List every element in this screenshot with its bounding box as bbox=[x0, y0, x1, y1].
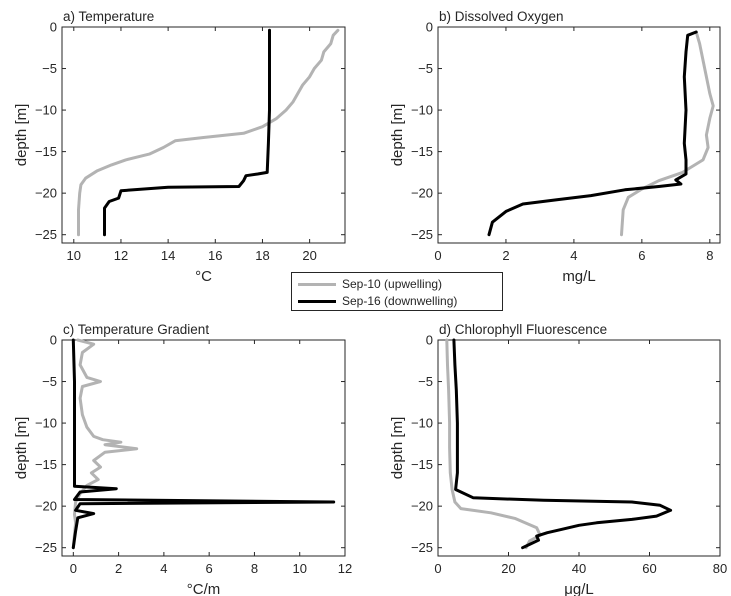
panel-3-x-tick-label: 0 bbox=[70, 561, 77, 576]
panel-3-y-tick-label: 0 bbox=[50, 333, 57, 348]
panel-4-y-tick-label: 0 bbox=[426, 333, 433, 348]
panel-1-y-tick-label: −15 bbox=[35, 144, 57, 159]
panel-1-axes-frame bbox=[61, 26, 346, 244]
panel-4-y-tick-label: −25 bbox=[411, 540, 433, 555]
panel-2-x-tick-label: 8 bbox=[706, 248, 713, 263]
panel-3-series-sep-16-downwelling bbox=[71, 338, 336, 550]
panel-4-axes-frame bbox=[437, 339, 721, 557]
panel-3-y-tick-label: −10 bbox=[35, 416, 57, 431]
legend-item-sep-10: Sep-10 (upwelling) bbox=[298, 276, 442, 292]
panel-4-series-sep-16-downwelling bbox=[452, 338, 673, 550]
panel-1-x-tick-label: 20 bbox=[302, 248, 316, 263]
legend: Sep-10 (upwelling) Sep-16 (downwelling) bbox=[291, 272, 503, 311]
panel-1-series-sep-10-upwelling bbox=[77, 28, 340, 237]
panel-1-y-tick-label: −20 bbox=[35, 186, 57, 201]
panel-1-title: a) Temperature bbox=[63, 9, 154, 24]
panel-4-y-tick-label: −15 bbox=[411, 457, 433, 472]
panel-2-y-tick-label: 0 bbox=[426, 20, 433, 35]
panel-2-y-tick-label: −20 bbox=[411, 186, 433, 201]
panel-1-y-tick-label: −5 bbox=[42, 61, 57, 76]
panel-4-y-tick-label: −20 bbox=[411, 499, 433, 514]
panel-2-title: b) Dissolved Oxygen bbox=[439, 9, 564, 24]
panel-3-y-tick-label: −25 bbox=[35, 540, 57, 555]
legend-swatch-sep-16 bbox=[298, 299, 336, 303]
panel-3-x-tick-label: 4 bbox=[160, 561, 167, 576]
panel-4-series-sep-10-upwelling bbox=[445, 338, 542, 550]
legend-swatch-sep-10 bbox=[298, 282, 336, 286]
panel-2-x-axis-label: mg/L bbox=[562, 268, 595, 285]
panel-2-y-axis-label: depth [m] bbox=[389, 104, 406, 167]
panel-3-y-axis-label: depth [m] bbox=[13, 417, 30, 480]
panel-2-x-tick-label: 0 bbox=[434, 248, 441, 263]
panel-4-x-tick-label: 40 bbox=[572, 561, 586, 576]
panel-3-title: c) Temperature Gradient bbox=[63, 322, 209, 337]
panel-1-y-tick-label: 0 bbox=[50, 20, 57, 35]
panel-4-y-axis-label: depth [m] bbox=[389, 417, 406, 480]
panel-1-y-tick-label: −10 bbox=[35, 103, 57, 118]
panel-1-x-tick-label: 18 bbox=[255, 248, 269, 263]
panel-3-x-axis-label: °C/m bbox=[187, 581, 221, 596]
panel-1-x-tick-label: 10 bbox=[67, 248, 81, 263]
panel-1-y-axis-label: depth [m] bbox=[13, 104, 30, 167]
panel-2-y-tick-label: −25 bbox=[411, 227, 433, 242]
panel-3-x-tick-label: 12 bbox=[338, 561, 352, 576]
panel-4-x-tick-label: 80 bbox=[713, 561, 727, 576]
panel-3-y-tick-label: −20 bbox=[35, 499, 57, 514]
legend-label-sep-16: Sep-16 (downwelling) bbox=[342, 294, 458, 308]
panel-4-x-tick-label: 0 bbox=[434, 561, 441, 576]
legend-label-sep-10: Sep-10 (upwelling) bbox=[342, 277, 443, 291]
panel-3-y-tick-label: −15 bbox=[35, 457, 57, 472]
panel-3-x-tick-label: 2 bbox=[115, 561, 122, 576]
panel-2-x-tick-label: 2 bbox=[502, 248, 509, 263]
panel-4-x-tick-label: 20 bbox=[501, 561, 515, 576]
panel-1-x-tick-label: 14 bbox=[161, 248, 175, 263]
panel-3-x-tick-label: 10 bbox=[292, 561, 306, 576]
panel-1-x-tick-label: 16 bbox=[208, 248, 222, 263]
panel-4-x-tick-label: 60 bbox=[642, 561, 656, 576]
panel-3-axes-frame bbox=[61, 339, 346, 557]
panel-3-x-tick-label: 8 bbox=[251, 561, 258, 576]
panel-2-y-tick-label: −15 bbox=[411, 144, 433, 159]
panel-2-x-tick-label: 6 bbox=[638, 248, 645, 263]
legend-item-sep-16: Sep-16 (downwelling) bbox=[298, 293, 457, 309]
panel-3-x-tick-label: 6 bbox=[206, 561, 213, 576]
panel-2-x-tick-label: 4 bbox=[570, 248, 577, 263]
panel-2-y-tick-label: −5 bbox=[418, 61, 433, 76]
panel-2-axes-frame bbox=[437, 26, 721, 244]
panel-2-y-tick-label: −10 bbox=[411, 103, 433, 118]
panel-2-series-sep-10-upwelling bbox=[620, 30, 715, 237]
panel-1-x-axis-label: °C bbox=[195, 268, 212, 285]
panel-3-y-tick-label: −5 bbox=[42, 374, 57, 389]
panel-1-x-tick-label: 12 bbox=[114, 248, 128, 263]
panel-4-title: d) Chlorophyll Fluorescence bbox=[439, 322, 607, 337]
panel-2-series-sep-16-downwelling bbox=[487, 30, 698, 237]
panel-4-y-tick-label: −10 bbox=[411, 416, 433, 431]
panel-4-x-axis-label: μg/L bbox=[564, 581, 594, 596]
panel-1-y-tick-label: −25 bbox=[35, 227, 57, 242]
panel-4-y-tick-label: −5 bbox=[418, 374, 433, 389]
panel-1-series-sep-16-downwelling bbox=[103, 28, 271, 237]
